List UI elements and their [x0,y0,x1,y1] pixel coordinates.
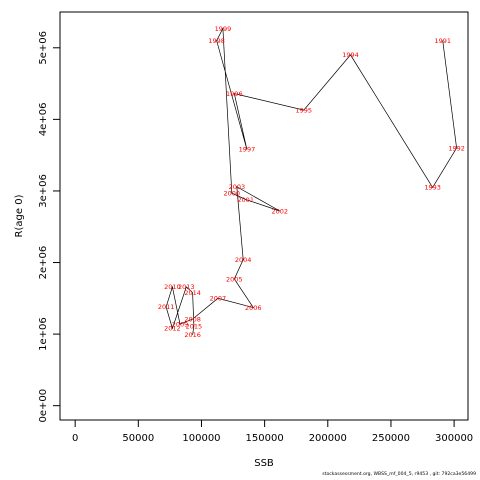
x-axis: 0 50000 100000 150000 200000 250000 300000 [72,419,473,444]
year-point-label: 1996 [226,90,243,98]
x-tick-label: 200000 [309,433,347,444]
footer-credit: stockassessment.org, WBSS_mf_004_5, r945… [322,472,476,477]
year-point-label: 1997 [239,146,256,154]
year-point-label: 1991 [434,37,451,45]
y-tick-label: 3e+06 [38,174,49,208]
x-tick-label: 150000 [246,433,284,444]
x-tick-label: 250000 [372,433,410,444]
year-point-label: 2014 [184,289,201,297]
y-tick-label: 4e+06 [38,103,49,137]
y-axis-title: R(age 0) [14,194,25,237]
x-tick-label: 0 [72,433,78,444]
year-point-label: 2006 [245,304,262,312]
year-point-label: 1998 [208,37,225,45]
y-tick-label: 2e+06 [38,246,49,280]
year-point-label: 2002 [272,207,289,215]
y-tick-label: 0e+00 [38,389,49,423]
x-tick-label: 300000 [435,433,473,444]
y-tick-label: 5e+06 [38,31,49,65]
y-axis: 0e+00 1e+06 2e+06 3e+06 4e+06 5e+06 [38,31,61,423]
year-point-label: 1992 [448,144,465,152]
year-point-label: 2012 [164,325,181,333]
year-point-label: 2013 [178,283,195,291]
year-point-label: 2004 [235,256,252,264]
x-axis-title: SSB [254,458,274,469]
year-point-label: 1995 [296,106,313,114]
year-point-label: 2016 [184,331,201,339]
year-point-label: 1999 [215,25,232,33]
year-point-label: 2000 [224,189,241,197]
year-point-label: 2009 [172,320,189,328]
year-point-label: 2008 [184,315,201,323]
year-point-label: 2003 [229,183,246,191]
year-point-label: 2015 [186,323,203,331]
year-point-label: 2005 [226,275,243,283]
x-tick-label: 50000 [122,433,154,444]
year-labels: 1991 1992 1993 1994 1995 1996 1997 1998 1999 2000… [158,25,465,339]
year-point-label: 2007 [210,295,227,303]
year-point-label: 2011 [158,303,175,311]
year-point-label: 1994 [342,51,359,59]
plot-frame [59,11,469,421]
y-tick-label: 1e+06 [38,317,49,351]
year-point-label: 2001 [237,196,254,204]
year-point-label: 1993 [424,184,441,192]
year-point-label: 2010 [164,283,181,291]
recruitment-trajectory-line [165,27,457,335]
x-tick-label: 100000 [182,433,220,444]
